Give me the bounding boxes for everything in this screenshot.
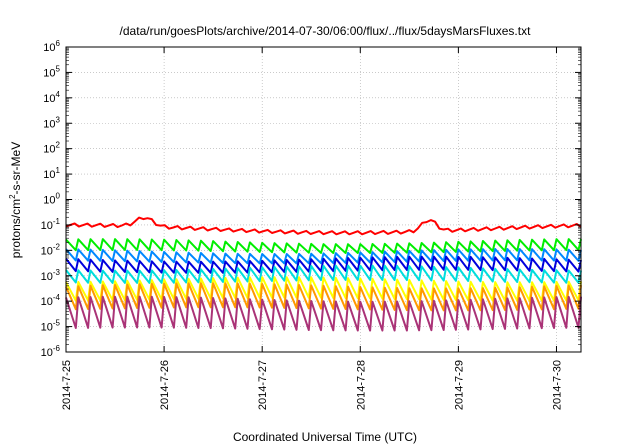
y-tick-label: 102 <box>43 141 60 156</box>
series-line <box>65 216 582 236</box>
x-tick-label: 2014-7-28 <box>355 360 367 410</box>
x-tick-label: 2014-7-30 <box>551 360 563 410</box>
x-axis-ticks: 2014-7-25 2014-7-26 2014-7-27 2014-7-28 2014… <box>61 47 563 410</box>
series-line <box>65 276 582 302</box>
y-axis-label: protons/cm2-s-sr-MeV <box>8 142 23 258</box>
x-axis-label: Coordinated Universal Time (UTC) <box>233 430 417 444</box>
x-tick-label: 2014-7-26 <box>159 360 171 410</box>
y-tick-label: 10-1 <box>41 217 61 232</box>
y-tick-label: 103 <box>43 115 60 130</box>
series-line <box>65 248 582 265</box>
y-tick-label: 10-3 <box>41 268 61 283</box>
y-tick-label: 101 <box>43 166 60 181</box>
y-tick-label: 10-2 <box>41 242 61 257</box>
x-tick-label: 2014-7-25 <box>61 360 73 410</box>
y-axis-label-rest: -s-sr-MeV <box>9 142 23 195</box>
series-line <box>65 255 582 274</box>
y-tick-label: 10-6 <box>41 344 61 359</box>
y-tick-label: 10-5 <box>41 319 61 334</box>
y-tick-label: 100 <box>43 192 60 207</box>
series-group <box>65 216 582 332</box>
series-line <box>65 295 582 332</box>
y-axis-label-base: protons/cm <box>9 199 23 258</box>
series-line <box>65 264 582 284</box>
y-tick-label: 10-4 <box>41 293 61 308</box>
y-tick-label: 106 <box>43 39 60 54</box>
x-tick-label: 2014-7-27 <box>257 360 269 410</box>
series-line <box>65 238 582 254</box>
series-line <box>65 282 582 312</box>
y-axis-ticks: 10-6 10-5 10-4 10-3 10-2 10-1 100 101 102 103 104 1… <box>41 39 581 359</box>
y-tick-label: 105 <box>43 64 60 79</box>
y-tick-label: 104 <box>43 90 60 105</box>
chart-title: /data/run/goesPlots/archive/2014-07-30/0… <box>120 24 532 38</box>
y-axis-label-exp: 2 <box>8 194 17 199</box>
x-tick-label: 2014-7-29 <box>453 360 465 410</box>
